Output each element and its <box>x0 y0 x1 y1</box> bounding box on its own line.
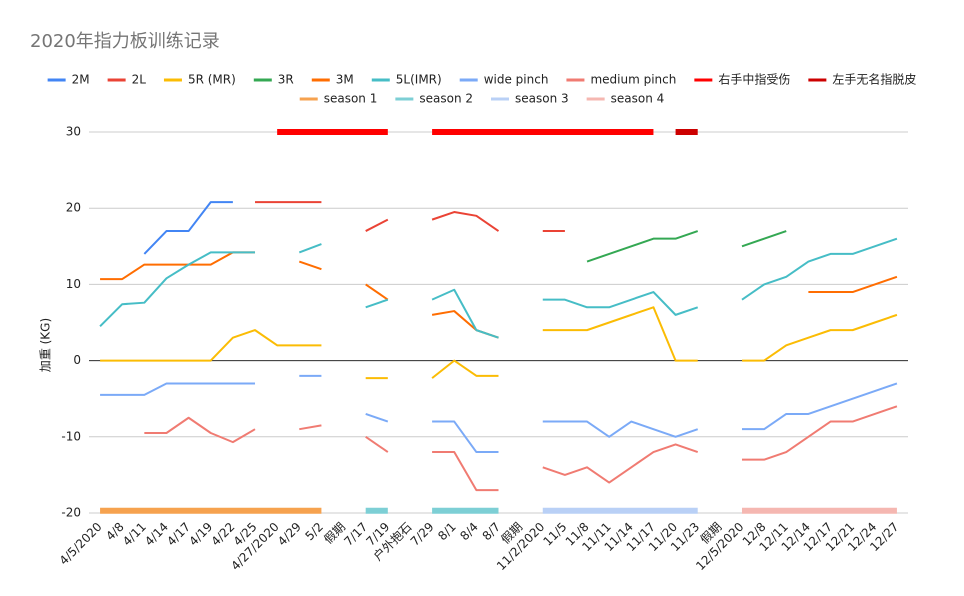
legend-label: 3M <box>336 73 354 87</box>
x-tick-label: 4/17 <box>164 520 193 549</box>
legend-label: season 3 <box>515 92 569 106</box>
legend-label: 5L(IMR) <box>396 73 442 87</box>
legend-label: 左手无名指脱皮 <box>832 72 916 87</box>
series-line <box>741 405 898 461</box>
legend-item: medium pinch <box>566 73 676 87</box>
series-line <box>808 275 898 294</box>
x-tick-label: 4/11 <box>120 520 149 549</box>
series-line <box>99 251 256 328</box>
y-tick-label: 20 <box>66 201 81 215</box>
series-line <box>299 424 322 431</box>
legend-item: 左手无名指脱皮 <box>808 72 916 87</box>
series-line <box>365 218 389 232</box>
legend-label: season 1 <box>324 92 378 106</box>
legend-label: 2M <box>72 73 90 87</box>
series-line <box>586 230 699 263</box>
legend-item: 3R <box>253 73 294 87</box>
legend-item: 2L <box>107 73 147 87</box>
x-tick-label: 4/14 <box>142 520 171 549</box>
series-line <box>365 298 389 309</box>
legend-label: season 4 <box>611 92 665 106</box>
legend-label: wide pinch <box>484 73 549 87</box>
legend-item: 5R (MR) <box>163 73 236 87</box>
series-line <box>431 288 499 339</box>
legend-item: 5L(IMR) <box>371 73 442 87</box>
series-line <box>100 329 322 362</box>
legend-label: 2L <box>132 73 147 87</box>
y-tick-label: -10 <box>61 429 81 443</box>
y-tick-label: 30 <box>66 125 81 139</box>
x-tick-label: 11/5 <box>541 520 570 549</box>
legend-item: season 4 <box>586 92 665 106</box>
legend-label: 右手中指受伤 <box>718 72 790 87</box>
x-tick-label: 5/2 <box>302 520 326 544</box>
series-line <box>741 230 787 248</box>
x-tick-label: 4/19 <box>186 520 215 549</box>
series-line <box>542 306 698 362</box>
series-line <box>741 313 898 362</box>
x-tick-label: 7/17 <box>341 520 370 549</box>
series-line <box>741 237 898 301</box>
series-line <box>100 382 256 396</box>
legend-label: season 2 <box>419 92 473 106</box>
chart-title: 2020年指力板训练记录 <box>30 31 220 52</box>
legend-label: medium pinch <box>590 73 676 87</box>
series-line <box>431 359 499 379</box>
series-line <box>365 435 389 453</box>
y-axis-label: 加重 (KG) <box>39 318 53 372</box>
legend-item: season 1 <box>299 92 378 106</box>
series-line <box>431 211 500 232</box>
legend-item: wide pinch <box>459 73 549 87</box>
x-tick-label: 4/22 <box>209 520 238 549</box>
legend-label: 3R <box>278 73 294 87</box>
legend-item: season 2 <box>395 92 473 106</box>
series-line <box>143 201 233 255</box>
series-line <box>542 420 699 438</box>
x-tick-label: 4/5/2020 <box>57 520 105 568</box>
series-line <box>100 251 256 281</box>
legend-item: season 3 <box>491 92 569 106</box>
series-line <box>542 291 699 316</box>
legend-item: 2M <box>47 73 90 87</box>
x-tick-label: 8/1 <box>435 520 459 544</box>
series-line <box>298 243 322 254</box>
x-tick-label: 8/4 <box>457 520 481 544</box>
x-tick-label: 7/29 <box>408 520 437 549</box>
y-tick-label: 10 <box>66 277 81 291</box>
legend-label: 5R (MR) <box>188 73 236 87</box>
series-line <box>432 420 499 454</box>
x-tick-label: 8/7 <box>480 520 504 544</box>
series-line <box>542 443 699 484</box>
x-tick-label: 4/29 <box>275 520 304 549</box>
series-line <box>144 416 256 444</box>
series-line <box>365 283 389 301</box>
legend-item: 3M <box>311 73 354 87</box>
series-line <box>432 451 499 492</box>
legend-item: 右手中指受伤 <box>694 72 790 87</box>
series-line <box>365 412 389 423</box>
series-line <box>741 382 898 431</box>
series-line <box>298 260 322 271</box>
y-tick-label: -20 <box>61 506 81 520</box>
y-tick-label: 0 <box>73 353 81 367</box>
